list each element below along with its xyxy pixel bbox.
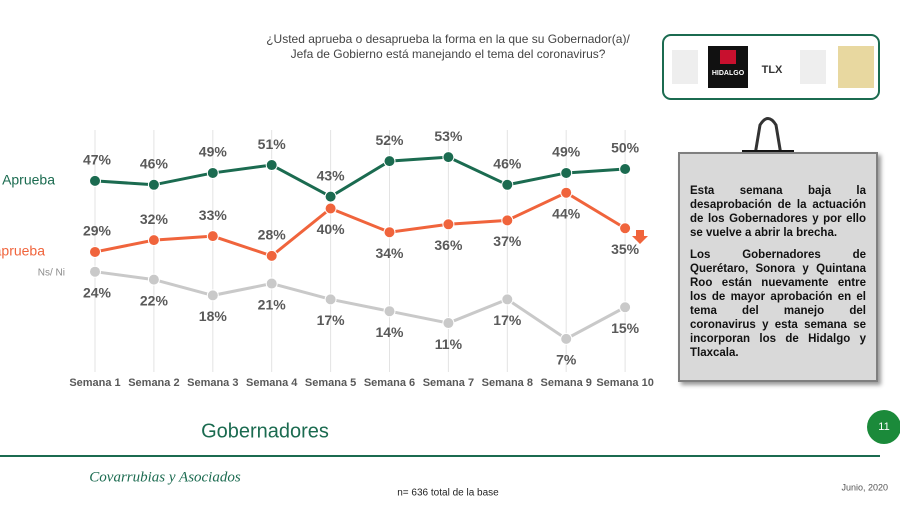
x-tick-label: Semana 4 bbox=[246, 377, 298, 389]
data-label: 52% bbox=[375, 132, 404, 148]
point bbox=[501, 214, 514, 227]
point bbox=[89, 265, 101, 278]
point bbox=[501, 178, 514, 191]
point bbox=[619, 163, 632, 175]
date: Junio, 2020 bbox=[841, 482, 888, 492]
point bbox=[442, 151, 455, 164]
point bbox=[147, 178, 160, 191]
data-label: 46% bbox=[493, 156, 522, 172]
data-label: 28% bbox=[258, 227, 287, 243]
series-name: Aprueba bbox=[2, 172, 55, 188]
data-label: 33% bbox=[199, 207, 228, 223]
logo bbox=[672, 50, 698, 84]
data-label: 15% bbox=[611, 320, 640, 336]
down-arrow bbox=[632, 230, 648, 244]
point bbox=[206, 166, 219, 179]
point bbox=[383, 226, 396, 239]
point bbox=[147, 234, 160, 247]
data-label: 17% bbox=[493, 312, 522, 328]
x-tick-label: Semana 9 bbox=[541, 377, 592, 389]
data-label: 43% bbox=[317, 167, 346, 183]
x-tick-label: Semana 7 bbox=[423, 377, 474, 389]
data-label: 14% bbox=[375, 324, 404, 340]
data-label: 22% bbox=[140, 292, 169, 308]
note-text: Los Gobernadores de Querétaro, Sonora y … bbox=[690, 249, 866, 359]
point bbox=[619, 301, 632, 314]
x-tick-label: Semana 3 bbox=[187, 377, 238, 389]
data-label: 11% bbox=[435, 336, 463, 352]
point bbox=[560, 166, 573, 179]
point bbox=[147, 273, 160, 286]
point bbox=[324, 190, 337, 203]
data-label: 46% bbox=[140, 156, 169, 172]
data-label: 7% bbox=[556, 352, 577, 368]
series-name: Desaprueba bbox=[0, 243, 45, 259]
point bbox=[265, 159, 278, 172]
brand-logo: Covarrubias y Asociados bbox=[89, 469, 241, 485]
page-number: 11 bbox=[878, 421, 889, 433]
logo-text: TLX bbox=[762, 64, 783, 76]
data-label: 40% bbox=[317, 221, 346, 237]
point bbox=[383, 155, 396, 168]
x-tick-label: Semana 2 bbox=[128, 377, 179, 389]
data-label: 32% bbox=[140, 211, 169, 227]
data-label: 47% bbox=[83, 152, 112, 168]
data-label: 44% bbox=[552, 205, 581, 221]
point bbox=[324, 202, 337, 215]
logo bbox=[720, 50, 736, 64]
logo bbox=[800, 50, 826, 84]
point bbox=[442, 218, 455, 231]
data-label: 35% bbox=[611, 241, 640, 257]
point bbox=[89, 174, 101, 187]
point bbox=[442, 317, 455, 330]
data-label: 24% bbox=[83, 284, 112, 300]
data-label: 49% bbox=[199, 144, 228, 160]
point bbox=[560, 186, 573, 199]
data-label: 50% bbox=[611, 140, 640, 156]
series-line bbox=[94, 270, 626, 341]
logo-text: HIDALGO bbox=[712, 70, 745, 77]
logo bbox=[838, 46, 874, 88]
data-label: 29% bbox=[83, 223, 112, 239]
chart-title: Jefa de Gobierno está manejando el tema … bbox=[291, 47, 606, 61]
data-label: 49% bbox=[552, 144, 581, 160]
x-tick-label: Semana 8 bbox=[482, 377, 533, 389]
point bbox=[206, 230, 219, 243]
point bbox=[619, 222, 632, 235]
x-tick-label: Semana 6 bbox=[364, 377, 415, 389]
data-label: 37% bbox=[493, 233, 522, 249]
note-text: Esta semana baja la desaprobación de la … bbox=[690, 185, 866, 239]
x-tick-label: Semana 10 bbox=[596, 377, 653, 389]
data-label: 51% bbox=[258, 136, 287, 152]
page-badge bbox=[867, 410, 900, 444]
x-tick-label: Semana 1 bbox=[69, 377, 120, 389]
point bbox=[383, 305, 396, 318]
data-label: 53% bbox=[434, 128, 463, 144]
series-name: Ns/ Ni bbox=[38, 268, 65, 279]
note-box: Esta semana baja la desaprobación de la … bbox=[678, 152, 878, 382]
base-note: n= 636 total de la base bbox=[397, 488, 499, 499]
point bbox=[501, 293, 514, 306]
point bbox=[206, 289, 219, 302]
x-tick-label: Semana 5 bbox=[305, 377, 356, 389]
data-label: 21% bbox=[258, 296, 287, 312]
point bbox=[324, 293, 337, 306]
data-label: 18% bbox=[199, 308, 228, 324]
series-line bbox=[94, 155, 626, 199]
series-line bbox=[94, 191, 626, 258]
point bbox=[89, 245, 101, 258]
point bbox=[560, 332, 573, 345]
data-label: 34% bbox=[375, 245, 404, 261]
data-label: 36% bbox=[434, 237, 463, 253]
point bbox=[265, 277, 278, 290]
data-label: 17% bbox=[317, 312, 346, 328]
chart-title: ¿Usted aprueba o desaprueba la forma en … bbox=[266, 32, 630, 46]
section-title: Gobernadores bbox=[201, 420, 329, 442]
point bbox=[265, 249, 278, 262]
